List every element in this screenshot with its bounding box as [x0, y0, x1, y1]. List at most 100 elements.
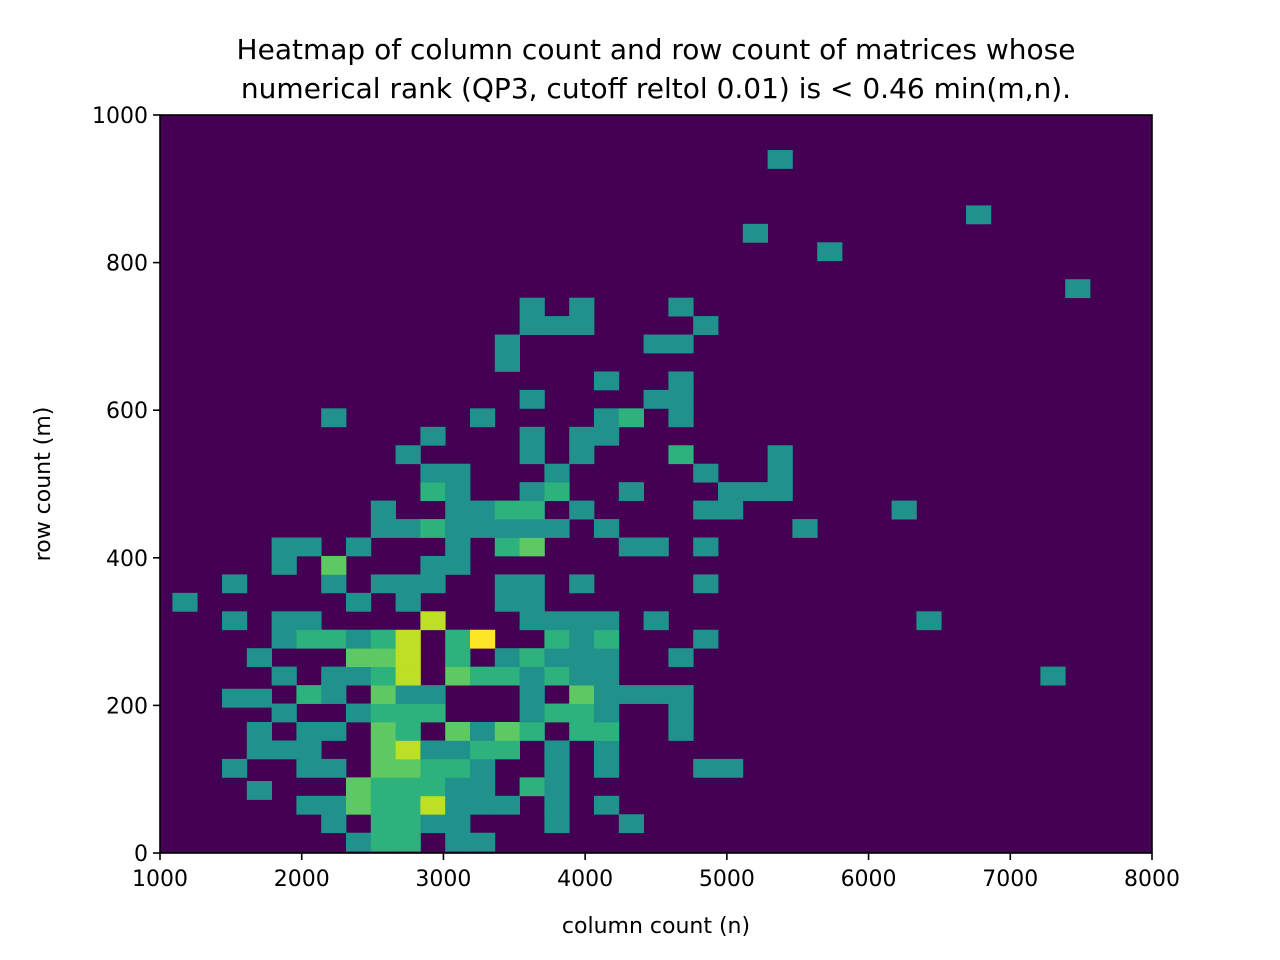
heatmap-cell — [494, 500, 520, 520]
heatmap-cell — [321, 795, 347, 815]
heatmap-cell — [395, 648, 421, 668]
heatmap-cell — [594, 685, 620, 704]
heatmap-cell — [370, 703, 396, 723]
heatmap-cell — [445, 722, 471, 741]
heatmap-cell — [594, 648, 620, 668]
heatmap-cell — [519, 316, 545, 335]
heatmap-cell — [445, 482, 471, 502]
heatmap-cell — [494, 353, 520, 372]
x-tick-label: 2000 — [274, 867, 330, 892]
heatmap-cell — [544, 316, 570, 335]
heatmap-cell — [569, 685, 595, 704]
heatmap-cell — [569, 611, 595, 631]
heatmap-cell — [569, 500, 595, 520]
heatmap-cell — [370, 814, 396, 834]
y-tick-label: 0 — [134, 842, 148, 867]
heatmap-cell — [668, 445, 694, 465]
heatmap-cell — [222, 758, 248, 778]
heatmap-cell — [271, 666, 297, 686]
heatmap-cell — [767, 150, 793, 169]
heatmap-cell — [246, 688, 272, 708]
heatmap-cell — [494, 740, 520, 760]
heatmap-cell — [370, 740, 396, 760]
heatmap-cell — [519, 666, 545, 686]
heatmap-cell — [346, 537, 372, 557]
heatmap-cell — [544, 795, 570, 815]
heatmap-cell — [618, 482, 644, 502]
heatmap-cell — [519, 389, 545, 409]
heatmap-cell — [519, 297, 545, 317]
heatmap-cell — [470, 722, 496, 741]
heatmap-cell — [519, 648, 545, 668]
heatmap-cell — [618, 537, 644, 557]
heatmap-cell — [346, 703, 372, 723]
heatmap-cell — [395, 814, 421, 834]
heatmap-cell — [346, 777, 372, 797]
heatmap-cell — [445, 795, 471, 815]
heatmap-cell — [594, 371, 620, 391]
heatmap-cell — [420, 795, 446, 815]
heatmap-cell — [445, 740, 471, 760]
heatmap-cell — [395, 777, 421, 797]
y-tick-label: 200 — [106, 694, 148, 719]
heatmap-cell — [544, 463, 570, 483]
heatmap-cell — [767, 463, 793, 483]
heatmap-cell — [494, 722, 520, 741]
heatmap-cell — [470, 629, 496, 649]
heatmap-cell — [693, 500, 719, 520]
heatmap-cell — [370, 500, 396, 520]
heatmap-cell — [420, 555, 446, 575]
heatmap-cell — [594, 611, 620, 631]
heatmap-cell — [321, 685, 347, 704]
heatmap-cell — [594, 426, 620, 446]
heatmap-cell — [519, 445, 545, 465]
heatmap-cell — [346, 666, 372, 686]
heatmap-cell — [544, 740, 570, 760]
heatmap-cell — [420, 685, 446, 704]
heatmap-cell — [544, 777, 570, 797]
heatmap-cell — [246, 648, 272, 668]
heatmap-cell — [470, 519, 496, 538]
heatmap-cell — [321, 555, 347, 575]
heatmap-cell — [544, 629, 570, 649]
heatmap-cell — [519, 500, 545, 520]
heatmap-cell — [370, 629, 396, 649]
heatmap-cell — [767, 482, 793, 502]
heatmap-cell — [618, 685, 644, 704]
heatmap-cell — [420, 482, 446, 502]
heatmap-cell — [594, 758, 620, 778]
heatmap-cell — [321, 629, 347, 649]
heatmap-cell — [693, 574, 719, 594]
heatmap-cell — [916, 611, 942, 631]
heatmap-cell — [445, 814, 471, 834]
x-tick-label: 4000 — [557, 867, 613, 892]
x-axis-label: column count (n) — [562, 914, 750, 939]
heatmap-cell — [594, 722, 620, 741]
heatmap-cell — [693, 629, 719, 649]
heatmap-cell — [370, 722, 396, 741]
chart-title-line-2: numerical rank (QP3, cutoff reltol 0.01)… — [241, 72, 1071, 105]
heatmap-cell — [519, 426, 545, 446]
heatmap-cell — [370, 666, 396, 686]
heatmap-cell — [569, 666, 595, 686]
heatmap-cell — [519, 777, 545, 797]
chart-title: Heatmap of column count and row count of… — [237, 33, 1076, 105]
heatmap-cell — [693, 758, 719, 778]
heatmap-cell — [222, 574, 248, 594]
heatmap-cell — [271, 740, 297, 760]
heatmap-cell — [594, 740, 620, 760]
x-tick-label: 3000 — [415, 867, 471, 892]
heatmap-cell — [445, 629, 471, 649]
heatmap-cell — [618, 814, 644, 834]
heatmap-cell — [817, 242, 843, 262]
heatmap-cell — [470, 832, 496, 852]
heatmap-cell — [246, 781, 272, 800]
heatmap-cell — [693, 463, 719, 483]
heatmap-cell — [395, 832, 421, 852]
heatmap-cell — [470, 408, 496, 428]
heatmap-cell — [519, 703, 545, 723]
heatmap-cell — [544, 666, 570, 686]
heatmap-cell — [395, 519, 421, 538]
heatmap-cell — [395, 574, 421, 594]
heatmap-cell — [643, 389, 669, 409]
